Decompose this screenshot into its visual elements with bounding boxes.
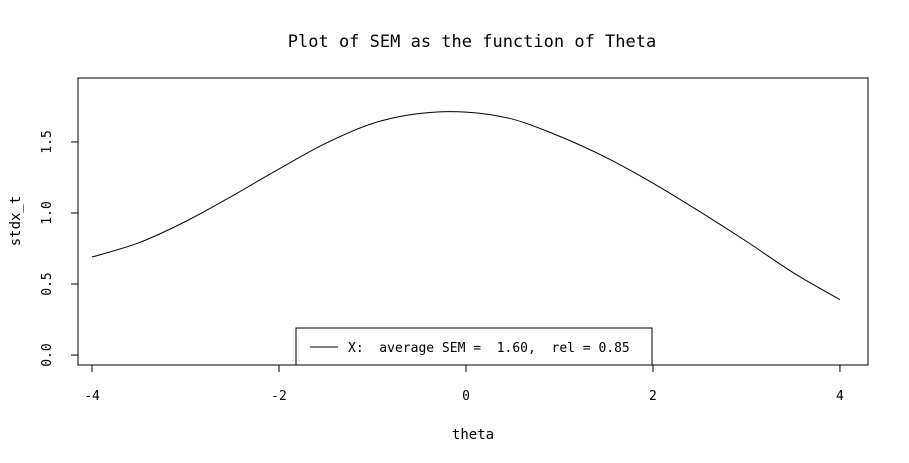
legend: X: average SEM = 1.60, rel = 0.85 — [295, 327, 653, 366]
y-tick-label: 1.5 — [40, 130, 55, 153]
x-tick-label: -2 — [271, 389, 287, 404]
y-axis: 0.0 0.5 1.0 1.5 — [40, 130, 79, 367]
y-axis-label: stdx_t — [8, 196, 24, 247]
plot-frame — [77, 77, 869, 366]
chart-title: Plot of SEM as the function of Theta — [288, 32, 656, 52]
x-tick-label: 2 — [649, 389, 657, 404]
x-axis-label: theta — [452, 427, 494, 443]
x-tick-label: 4 — [836, 389, 844, 404]
y-tick-label: 0.5 — [40, 272, 55, 295]
legend-entry-label: X: average SEM = 1.60, rel = 0.85 — [348, 341, 630, 356]
legend-box — [295, 327, 653, 366]
y-tick-label: 1.0 — [40, 201, 55, 224]
x-tick-label: 0 — [462, 389, 470, 404]
x-axis: -4 -2 0 2 4 — [84, 364, 844, 404]
x-tick-label: -4 — [84, 389, 100, 404]
series-line-sem — [91, 111, 841, 301]
y-tick-label: 0.0 — [40, 343, 55, 366]
